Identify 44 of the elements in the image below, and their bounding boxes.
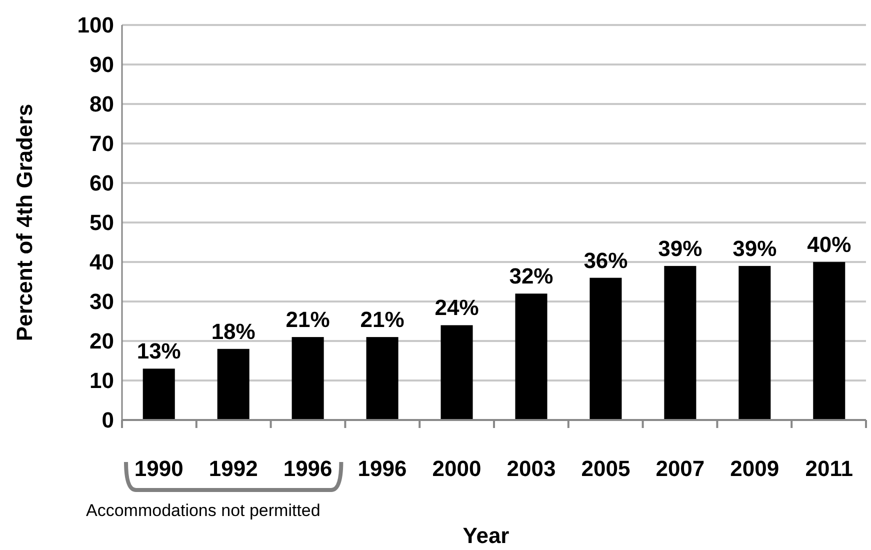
y-tick-label: 70 <box>90 131 114 156</box>
y-tick-label: 100 <box>77 12 114 38</box>
bar <box>664 266 696 420</box>
x-tick-label: 1996 <box>283 456 332 481</box>
bar <box>813 262 846 420</box>
y-tick-label: 60 <box>90 170 114 196</box>
x-tick-label: 2003 <box>506 456 556 481</box>
y-tick-label: 20 <box>90 328 114 354</box>
y-axis-title: Percent of 4th Graders <box>12 104 37 342</box>
bar <box>217 348 250 420</box>
x-tick-label: 2009 <box>730 456 780 481</box>
x-tick-label: 2000 <box>432 456 482 481</box>
data-label: 21% <box>286 307 330 332</box>
data-label: 40% <box>807 232 852 257</box>
bar <box>440 325 473 420</box>
data-label: 39% <box>732 236 777 261</box>
x-tick-label: 1990 <box>134 456 184 481</box>
bar <box>738 266 771 420</box>
y-tick-label: 0 <box>102 408 114 433</box>
x-tick-label: 2007 <box>656 456 705 481</box>
y-tick-label: 10 <box>90 368 114 394</box>
x-tick-label: 1996 <box>358 456 407 481</box>
x-tick-label: 2005 <box>581 456 630 481</box>
bar <box>292 337 324 420</box>
y-tick-label: 40 <box>90 250 114 275</box>
y-tick-label: 80 <box>90 92 114 117</box>
text: Accommodations not permitted <box>86 501 320 520</box>
data-label: 32% <box>509 264 554 289</box>
x-axis-title: Year <box>462 523 510 548</box>
y-tick-label: 30 <box>90 289 114 314</box>
y-tick-label: 50 <box>90 210 114 236</box>
bar <box>366 337 398 420</box>
data-label: 18% <box>211 318 256 344</box>
bar <box>142 368 175 420</box>
y-tick-label: 90 <box>90 52 114 78</box>
data-label: 13% <box>136 338 181 364</box>
data-label: 39% <box>658 236 702 261</box>
x-tick-label: 1992 <box>208 456 258 481</box>
data-label: 24% <box>434 295 479 320</box>
bar <box>515 294 548 420</box>
x-tick-label: 2011 <box>805 456 853 481</box>
data-label: 21% <box>360 307 404 332</box>
data-label: 36% <box>584 248 628 273</box>
bar <box>590 278 622 420</box>
